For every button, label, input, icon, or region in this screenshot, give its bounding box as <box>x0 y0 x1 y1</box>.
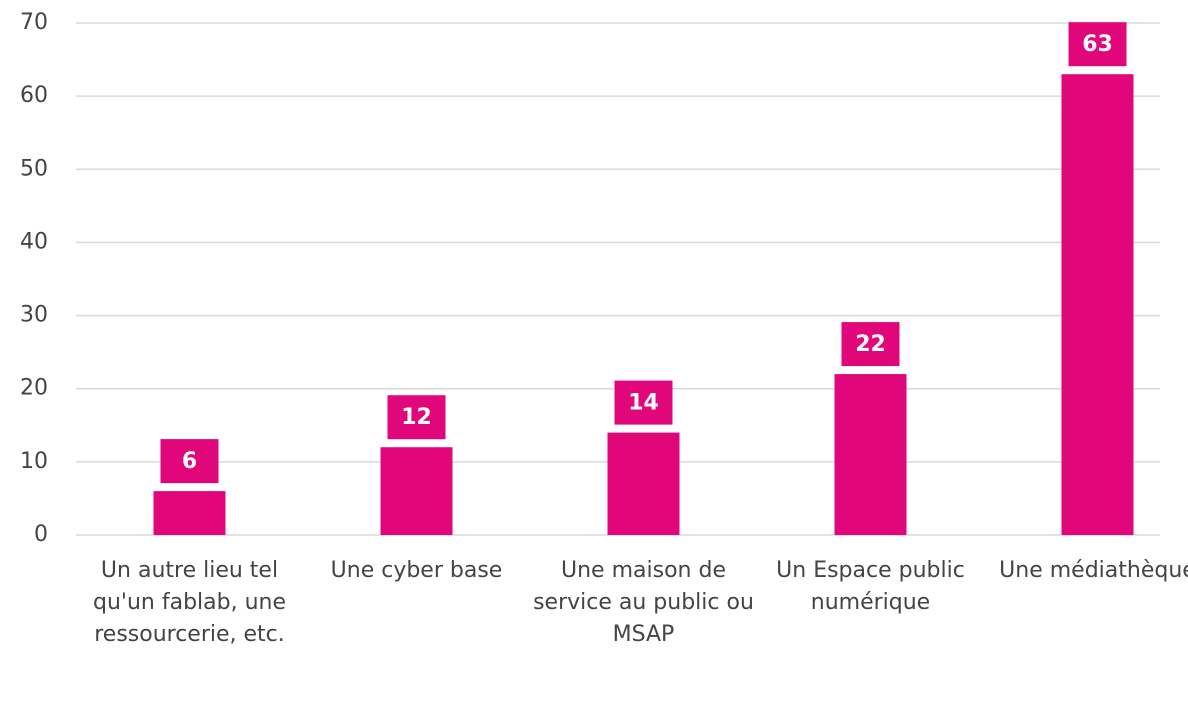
x-tick-label: Un Espace public numérique <box>776 558 965 615</box>
data-label: 22 <box>855 332 886 357</box>
data-label-box <box>1068 22 1127 67</box>
x-tick-label: Une cyber base <box>330 558 503 583</box>
data-label-box <box>614 380 673 425</box>
data-label-box <box>387 395 446 440</box>
x-tick-label: Une médiathèque <box>999 558 1188 583</box>
y-tick-label: 50 <box>20 156 48 181</box>
data-label: 12 <box>401 405 432 430</box>
y-tick-label: 20 <box>20 376 48 401</box>
y-tick-label: 10 <box>20 449 48 474</box>
y-tick-label: 70 <box>20 10 48 35</box>
bar <box>607 432 680 535</box>
x-tick-label: Une maison de service au public ou MSAP <box>533 558 754 647</box>
x-tick-label: Un autre lieu tel qu'un fablab, une ress… <box>93 558 286 647</box>
bar <box>380 447 453 535</box>
y-tick-label: 0 <box>34 522 48 547</box>
y-tick-label: 40 <box>20 229 48 254</box>
data-label: 6 <box>182 449 197 474</box>
bar <box>153 491 226 535</box>
data-label: 14 <box>628 391 659 416</box>
data-label-box <box>160 439 219 484</box>
bar <box>834 374 907 535</box>
data-label-box <box>841 322 900 367</box>
y-tick-label: 30 <box>20 303 48 328</box>
data-label: 63 <box>1082 32 1113 57</box>
bar <box>1061 74 1134 535</box>
y-tick-label: 60 <box>20 83 48 108</box>
